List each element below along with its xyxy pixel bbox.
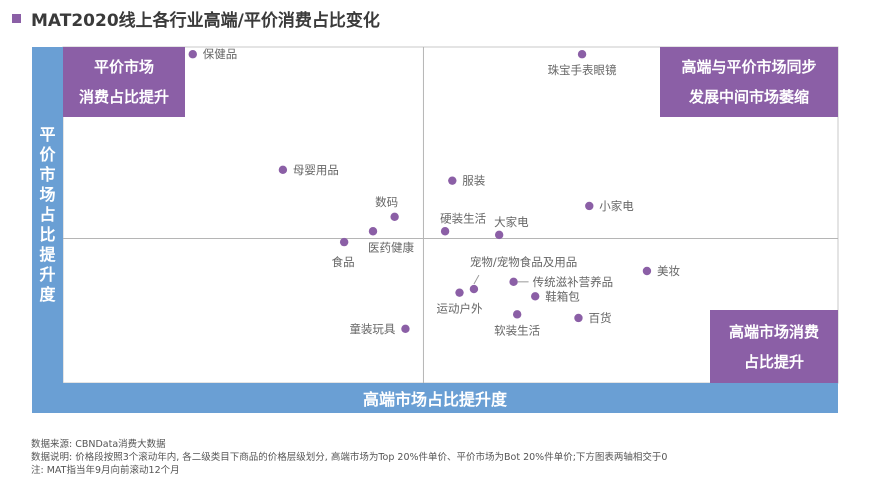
y-axis-label: 平价市场占比提升度 (32, 47, 63, 383)
title-text: MAT2020线上各行业高端/平价消费占比变化 (31, 11, 380, 31)
data-point (448, 176, 457, 185)
data-label: 运动户外 (437, 302, 483, 316)
data-point (585, 201, 594, 211)
data-point (469, 284, 479, 294)
data-label: 珠宝手表眼镜 (548, 63, 617, 77)
quadrant-label-line: 发展中间市场萎缩 (688, 88, 809, 106)
data-source-note: 数据来源: CBNData消费大数据 (31, 439, 166, 450)
data-description-note: 数据说明: 价格段按照3个滚动年内, 各二级类目下商品的价格层级划分, 高端市场… (31, 452, 668, 463)
quadrant-label-line: 消费占比提升 (78, 88, 169, 106)
quadrant-label-top-left: 平价市场 消费占比提升 (63, 47, 185, 117)
callout-line (473, 274, 480, 285)
data-label: 母婴用品 (293, 163, 339, 177)
data-point (278, 165, 288, 175)
data-label: 软装生活 (494, 323, 540, 337)
data-point (401, 324, 410, 334)
data-label: 医药健康 (368, 240, 414, 254)
quadrant-label-top-right: 高端与平价市场同步 发展中间市场萎缩 (660, 47, 838, 117)
y-axis-label-char: 平 (39, 125, 56, 144)
y-axis-label-char: 度 (39, 285, 56, 304)
data-point (390, 212, 399, 222)
footnotes: 数据来源: CBNData消费大数据 数据说明: 价格段按照3个滚动年内, 各二… (31, 438, 667, 477)
data-point (440, 227, 450, 236)
page-title: MAT2020线上各行业高端/平价消费占比变化 (12, 6, 380, 31)
x-axis-label: 高端市场占比提升度 (32, 383, 838, 413)
mat-note: 注: MAT指当年9月向前滚动12个月 (31, 465, 180, 476)
data-label: 大家电 (494, 215, 529, 229)
data-label: 小家电 (599, 199, 634, 213)
y-axis-label-char: 市 (39, 165, 56, 184)
y-axis-label-char: 场 (39, 185, 56, 204)
quadrant-label-bottom-right: 高端市场消费 占比提升 (710, 310, 838, 383)
data-point (531, 292, 540, 301)
data-label: 食品 (332, 255, 355, 269)
quadrant-label-line: 高端市场消费 (728, 322, 819, 341)
data-label: 传统滋补营养品 (533, 275, 614, 289)
data-label: 童装玩具 (349, 322, 395, 336)
title-bullet-icon (12, 14, 21, 23)
quadrant-label-line: 高端与平价市场同步 (681, 58, 817, 76)
y-axis-label-char: 升 (39, 265, 56, 284)
y-axis-label-char: 占 (39, 205, 56, 224)
y-axis-label-char: 比 (39, 225, 56, 244)
data-label: 百货 (588, 311, 611, 325)
data-point (368, 227, 378, 236)
data-point (188, 50, 197, 59)
data-point (509, 277, 518, 287)
data-label: 鞋箱包 (545, 289, 580, 303)
data-point (574, 313, 583, 323)
y-axis-label-char: 价 (39, 145, 56, 164)
data-point (512, 310, 522, 319)
data-label: 宠物/宠物食品及用品 (470, 255, 577, 269)
data-label: 保健品 (203, 47, 238, 61)
data-point (339, 237, 349, 247)
data-point (494, 230, 504, 240)
quadrant-label-line: 占比提升 (743, 352, 804, 371)
data-label: 硬装生活 (440, 211, 486, 225)
data-point (455, 288, 464, 297)
y-axis-label-char: 提 (39, 245, 56, 264)
data-label: 服装 (462, 174, 485, 188)
data-point (577, 50, 587, 59)
data-point (642, 266, 652, 276)
data-label: 美妆 (657, 264, 680, 278)
quadrant-label-line: 平价市场 (93, 58, 154, 76)
data-label: 数码 (375, 195, 398, 209)
